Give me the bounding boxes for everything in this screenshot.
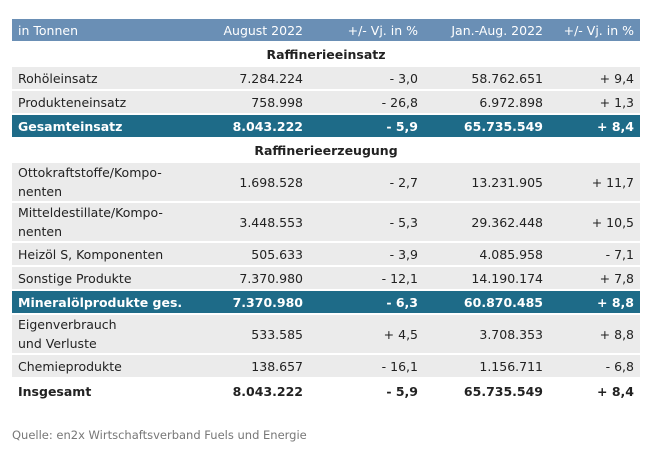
section-label: Raffinerieerzeugung [254,142,398,158]
row-label: Ottokraftstoffe/Kompo- nenten [12,163,217,201]
cell: + 8,4 [549,115,640,137]
row-label: Heizöl S, Komponenten [12,243,217,265]
header-cell: in Tonnen [12,19,217,41]
cell: + 1,3 [549,91,640,113]
cell: - 3,9 [309,243,424,265]
cell: - 12,1 [309,267,424,289]
cell: - 2,7 [309,163,424,201]
cell: 758.998 [217,91,309,113]
row-label: Rohöleinsatz [12,67,217,89]
cell: - 5,9 [309,115,424,137]
cell: 29.362.448 [424,203,549,241]
cell: + 4,5 [309,315,424,353]
row-label: Chemieprodukte [12,355,217,377]
cell: 138.657 [217,355,309,377]
table-row: Insgesamt 8.043.222 - 5,9 65.735.549 + 8,4 [12,379,640,403]
table-row: Gesamteinsatz 8.043.222- 5,9 65.735.549 + 8… [12,115,640,137]
header-row: in Tonnen August 2022 +/- Vj. in % Jan.-Aug… [12,19,640,41]
cell: 1.698.528 [217,163,309,201]
cell: - 3,0 [309,67,424,89]
cell: 65.735.549 [463,383,543,399]
cell: - 6,3 [309,291,424,313]
cell: 1.156.711 [424,355,549,377]
cell: + 9,4 [549,67,640,89]
row-label: Produkteneinsatz [12,91,217,113]
cell: 3.708.353 [424,315,549,353]
cell: 8.043.222 [232,383,303,399]
table-row: Heizöl S, Komponenten 505.633- 3,9 4.085.9… [12,243,640,265]
table-row: Chemieprodukte 138.657- 16,1 1.156.711- 6,… [12,355,640,377]
cell: 58.762.651 [424,67,549,89]
cell: - 16,1 [309,355,424,377]
cell: + 8,8 [549,291,640,313]
row-label: Mitteldestillate/Kompo- nenten [12,203,217,241]
cell: 3.448.553 [217,203,309,241]
cell: + 10,5 [549,203,640,241]
cell: 13.231.905 [424,163,549,201]
cell: 4.085.958 [424,243,549,265]
table-row: Raffinerieerzeugung [12,139,640,161]
table: in Tonnen August 2022 +/- Vj. in % Jan.-Aug… [12,17,640,405]
cell: 6.972.898 [424,91,549,113]
table-row: Mineralölprodukte ges. 7.370.980- 6,3 60.8… [12,291,640,313]
row-label: Insgesamt [18,383,92,399]
cell: + 8,8 [549,315,640,353]
cell: 7.284.224 [217,67,309,89]
cell: 8.043.222 [217,115,309,137]
table-row: Sonstige Produkte 7.370.980- 12,1 14.190.1… [12,267,640,289]
table-container: in Tonnen August 2022 +/- Vj. in % Jan.-Aug… [12,17,640,405]
table-row: Rohöleinsatz 7.284.224- 3,0 58.762.651 + 9,… [12,67,640,89]
table-row: Raffinerieeinsatz [12,43,640,65]
cell: - 26,8 [309,91,424,113]
table-row: Ottokraftstoffe/Kompo- nenten 1.698.528- … [12,163,640,201]
cell: - 6,8 [549,355,640,377]
row-label: Sonstige Produkte [12,267,217,289]
table-body: Raffinerieeinsatz Rohöleinsatz 7.284.224- … [12,43,640,403]
row-label: Eigenverbrauch und Verluste [12,315,217,353]
cell: + 7,8 [549,267,640,289]
row-label: Mineralölprodukte ges. [12,291,217,313]
cell: 7.370.980 [217,291,309,313]
table-row: Produkteneinsatz 758.998- 26,8 6.972.898 + … [12,91,640,113]
header-cell: Jan.-Aug. 2022 [424,19,549,41]
table-row: Eigenverbrauch und Verluste 533.585 + 4,5 3… [12,315,640,353]
cell: 14.190.174 [424,267,549,289]
cell: + 11,7 [549,163,640,201]
cell: 60.870.485 [424,291,549,313]
row-label: Gesamteinsatz [12,115,217,137]
cell: 533.585 [217,315,309,353]
cell: + 8,4 [597,383,634,399]
table-row: Mitteldestillate/Kompo- nenten 3.448.553-… [12,203,640,241]
cell: 65.735.549 [424,115,549,137]
cell: - 7,1 [549,243,640,265]
header-cell: August 2022 [217,19,309,41]
cell: - 5,3 [309,203,424,241]
section-label: Raffinerieeinsatz [266,46,386,62]
cell: 7.370.980 [217,267,309,289]
source-note: Quelle: en2x Wirtschaftsverband Fuels un… [12,428,307,442]
cell: 505.633 [217,243,309,265]
header-cell: +/- Vj. in % [309,19,424,41]
cell: - 5,9 [386,383,418,399]
header-cell: +/- Vj. in % [549,19,640,41]
